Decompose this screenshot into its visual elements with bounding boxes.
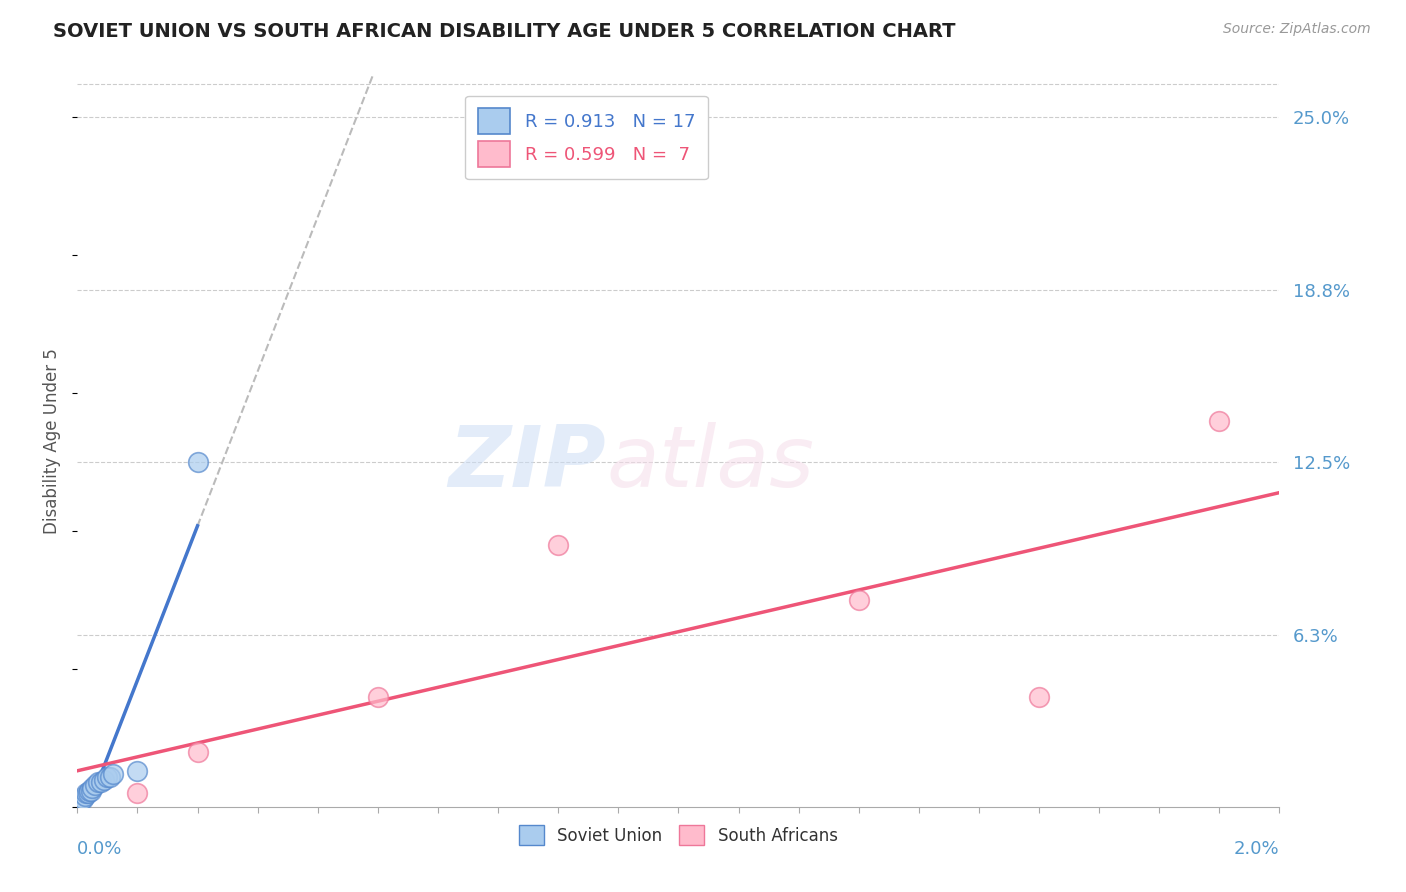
Point bbox=[547, 538, 569, 552]
Point bbox=[79, 783, 101, 797]
Point bbox=[73, 789, 96, 804]
Point bbox=[100, 770, 122, 784]
Point bbox=[75, 787, 97, 801]
Point bbox=[103, 767, 125, 781]
Text: 2.0%: 2.0% bbox=[1234, 840, 1279, 858]
Point bbox=[96, 770, 118, 784]
Point bbox=[84, 778, 107, 792]
Point bbox=[1208, 414, 1230, 428]
Y-axis label: Disability Age Under 5: Disability Age Under 5 bbox=[44, 349, 62, 534]
Point bbox=[127, 787, 149, 801]
Point bbox=[127, 764, 149, 779]
Point bbox=[87, 775, 110, 789]
Point bbox=[367, 690, 389, 704]
Text: ZIP: ZIP bbox=[449, 422, 606, 505]
Point bbox=[187, 455, 209, 469]
Point bbox=[1028, 690, 1050, 704]
Text: atlas: atlas bbox=[606, 422, 814, 505]
Text: Source: ZipAtlas.com: Source: ZipAtlas.com bbox=[1223, 22, 1371, 37]
Point bbox=[79, 783, 101, 797]
Point bbox=[93, 772, 115, 787]
Point bbox=[187, 745, 209, 759]
Text: SOVIET UNION VS SOUTH AFRICAN DISABILITY AGE UNDER 5 CORRELATION CHART: SOVIET UNION VS SOUTH AFRICAN DISABILITY… bbox=[53, 22, 956, 41]
Point bbox=[848, 593, 870, 607]
Point bbox=[90, 775, 112, 789]
Point bbox=[72, 792, 94, 806]
Point bbox=[82, 780, 104, 795]
Point bbox=[69, 795, 91, 809]
Legend: Soviet Union, South Africans: Soviet Union, South Africans bbox=[510, 817, 846, 854]
Text: 0.0%: 0.0% bbox=[77, 840, 122, 858]
Point bbox=[77, 787, 100, 801]
